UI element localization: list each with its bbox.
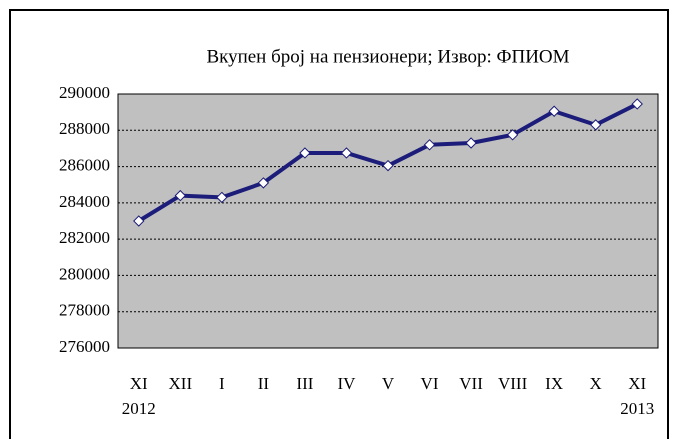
x-tick-label: VII [459, 374, 483, 393]
y-tick-label: 290000 [59, 83, 110, 102]
y-tick-label: 284000 [59, 192, 110, 211]
point-marker [133, 215, 145, 227]
point-marker [257, 177, 270, 189]
x-year-label: 2013 [620, 399, 654, 418]
point-marker [382, 159, 394, 172]
y-tick-label: 278000 [59, 301, 110, 320]
x-tick-label: IV [337, 374, 356, 393]
point-marker [340, 147, 353, 159]
y-tick-label: 286000 [59, 155, 110, 174]
x-tick-label: III [296, 374, 313, 393]
point-marker [423, 139, 436, 151]
plot-area [118, 94, 658, 348]
x-tick-label: XII [169, 374, 193, 393]
x-tick-label: V [382, 374, 395, 393]
point-marker [548, 105, 560, 117]
y-tick-label: 276000 [59, 337, 110, 356]
y-tick-label: 288000 [59, 119, 110, 138]
point-marker [631, 98, 643, 110]
y-tick-label: 282000 [59, 228, 110, 247]
point-marker [174, 189, 187, 202]
point-marker [216, 191, 228, 204]
chart-title: Вкупен број на пензионери; Извор: ФПИОМ [206, 46, 569, 67]
x-tick-label: IX [545, 374, 563, 393]
x-year-label: 2012 [122, 399, 156, 418]
point-marker [589, 119, 602, 131]
x-tick-label: XI [130, 374, 148, 393]
x-tick-label: I [219, 374, 225, 393]
point-marker [506, 129, 519, 141]
point-marker [299, 147, 311, 159]
x-tick-label: VI [421, 374, 439, 393]
y-tick-label: 280000 [59, 264, 110, 283]
point-marker [465, 137, 477, 149]
x-tick-label: XI [628, 374, 646, 393]
plot-border [117, 93, 659, 349]
x-tick-label: II [258, 374, 270, 393]
x-tick-label: VIII [498, 374, 528, 393]
x-tick-label: X [590, 374, 602, 393]
